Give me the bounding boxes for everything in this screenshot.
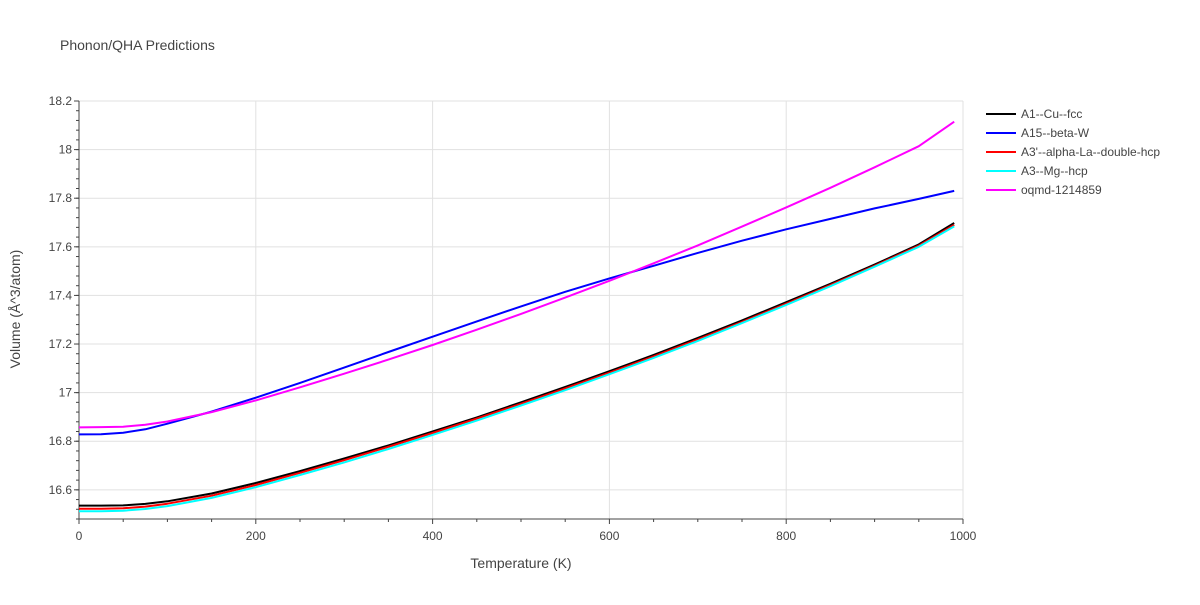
x-tick-label: 600: [599, 529, 619, 543]
y-tick-label: 17.4: [49, 288, 73, 302]
legend-item-1[interactable]: A15--beta-W: [986, 126, 1090, 140]
legend-label: oqmd-1214859: [1021, 183, 1102, 197]
legend-label: A3'--alpha-La--double-hcp: [1021, 145, 1160, 159]
x-tick-label: 200: [246, 529, 266, 543]
axes: 0 200 400 600 800 1000 16.6 16.8 17 17.2 17.4 17.6 1…: [49, 94, 977, 543]
y-tick-label: 17: [59, 386, 73, 400]
y-tick-label: 16.8: [49, 434, 73, 448]
legend-item-3[interactable]: A3--Mg--hcp: [986, 164, 1088, 178]
legend[interactable]: A1--Cu--fcc A15--beta-W A3'--alpha-La--dou…: [986, 107, 1160, 197]
legend-item-2[interactable]: A3'--alpha-La--double-hcp: [986, 145, 1160, 159]
grid-lines: [79, 100, 964, 519]
legend-item-0[interactable]: A1--Cu--fcc: [986, 107, 1082, 121]
legend-label: A15--beta-W: [1021, 126, 1090, 140]
y-tick-label: 18: [59, 143, 73, 157]
x-axis-label: Temperature (K): [470, 555, 571, 571]
y-tick-label: 17.6: [49, 240, 73, 254]
legend-item-4[interactable]: oqmd-1214859: [986, 183, 1102, 197]
legend-label: A3--Mg--hcp: [1021, 164, 1088, 178]
x-tick-label: 0: [76, 529, 83, 543]
x-tick-label: 400: [423, 529, 443, 543]
series-line-4[interactable]: [78, 120, 955, 429]
legend-label: A1--Cu--fcc: [1021, 107, 1082, 121]
x-tick-label: 800: [776, 529, 796, 543]
plot-area: [78, 120, 955, 513]
chart-title: Phonon/QHA Predictions: [60, 37, 215, 53]
series-line-0[interactable]: [79, 222, 955, 507]
y-tick-label: 17.8: [49, 191, 73, 205]
y-tick-label: 17.2: [49, 337, 73, 351]
y-tick-label: 18.2: [49, 94, 73, 108]
y-tick-label: 16.6: [49, 483, 73, 497]
series-line-2[interactable]: [79, 224, 955, 510]
x-tick-label: 1000: [950, 529, 977, 543]
series-line-3[interactable]: [79, 225, 955, 513]
y-axis-label: Volume (Å^3/atom): [7, 250, 23, 369]
series-line-1[interactable]: [78, 189, 955, 436]
